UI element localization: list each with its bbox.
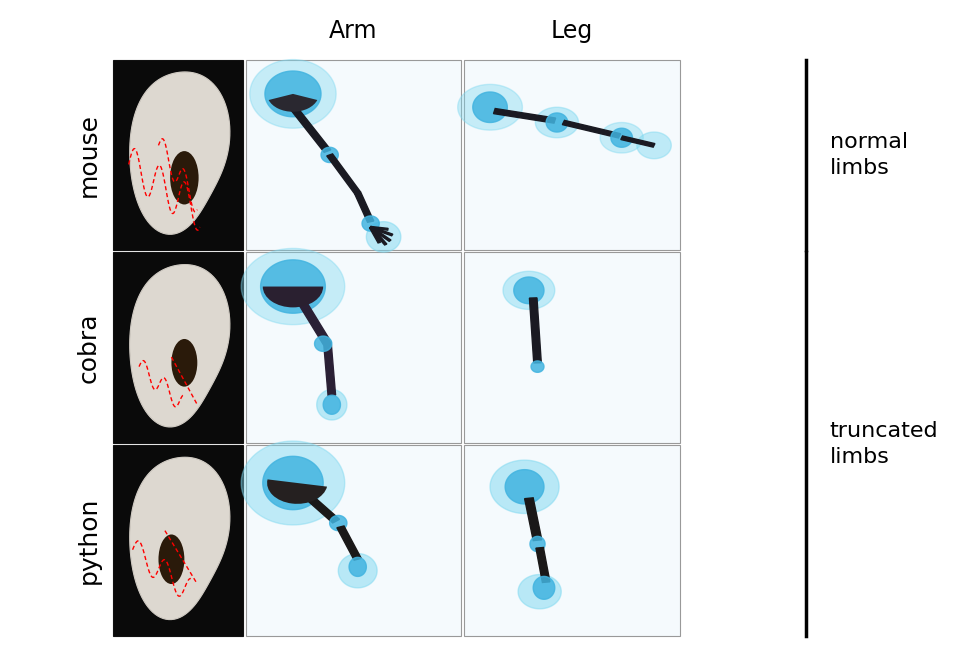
Polygon shape [369, 227, 381, 243]
Polygon shape [503, 271, 554, 309]
Polygon shape [490, 460, 559, 514]
Wedge shape [268, 479, 327, 504]
Polygon shape [536, 547, 550, 583]
Polygon shape [369, 227, 386, 245]
Polygon shape [250, 60, 337, 128]
Polygon shape [324, 344, 336, 395]
Bar [246, 252, 461, 443]
Polygon shape [242, 441, 345, 525]
Polygon shape [315, 336, 332, 352]
Polygon shape [261, 260, 325, 313]
Polygon shape [600, 122, 643, 153]
Polygon shape [349, 557, 366, 577]
Polygon shape [637, 132, 671, 159]
Polygon shape [457, 84, 523, 130]
Polygon shape [316, 389, 347, 420]
Ellipse shape [172, 339, 198, 387]
Polygon shape [242, 248, 345, 324]
Polygon shape [535, 107, 578, 138]
Polygon shape [518, 575, 561, 609]
Bar [246, 445, 461, 636]
Polygon shape [620, 136, 655, 147]
Text: Arm: Arm [329, 19, 378, 43]
Polygon shape [339, 553, 377, 588]
Polygon shape [366, 222, 401, 252]
Polygon shape [370, 226, 388, 230]
Text: truncated
limbs: truncated limbs [830, 420, 938, 467]
Polygon shape [533, 577, 554, 599]
Polygon shape [355, 193, 374, 222]
Polygon shape [473, 92, 507, 122]
Text: normal
limbs: normal limbs [830, 132, 907, 178]
Polygon shape [611, 128, 633, 147]
Polygon shape [129, 72, 230, 234]
Polygon shape [529, 298, 541, 363]
Polygon shape [337, 526, 362, 560]
Polygon shape [514, 277, 544, 304]
Polygon shape [494, 109, 555, 123]
Polygon shape [290, 106, 331, 152]
Polygon shape [265, 71, 321, 117]
Polygon shape [530, 536, 545, 551]
Bar [113, 252, 243, 443]
Polygon shape [302, 493, 339, 523]
Polygon shape [547, 113, 568, 132]
Polygon shape [505, 469, 544, 504]
Ellipse shape [170, 151, 199, 205]
Polygon shape [327, 154, 361, 194]
Polygon shape [531, 361, 544, 372]
Text: cobra: cobra [77, 312, 101, 383]
Bar [464, 252, 680, 443]
Bar [464, 445, 680, 636]
Polygon shape [370, 226, 391, 242]
Bar [246, 60, 461, 250]
Polygon shape [129, 265, 230, 427]
Ellipse shape [158, 534, 184, 584]
Bar [113, 445, 243, 636]
Polygon shape [295, 297, 332, 345]
Text: mouse: mouse [77, 113, 101, 197]
Bar [464, 60, 680, 250]
Polygon shape [363, 216, 380, 231]
Polygon shape [321, 147, 339, 163]
Bar [113, 60, 243, 250]
Polygon shape [562, 120, 620, 138]
Text: python: python [77, 496, 101, 584]
Polygon shape [129, 457, 230, 620]
Wedge shape [263, 287, 323, 307]
Polygon shape [263, 456, 323, 510]
Text: Leg: Leg [550, 19, 594, 43]
Polygon shape [323, 395, 340, 414]
Polygon shape [330, 516, 347, 531]
Wedge shape [269, 94, 317, 112]
Polygon shape [525, 498, 542, 541]
Polygon shape [370, 226, 393, 236]
